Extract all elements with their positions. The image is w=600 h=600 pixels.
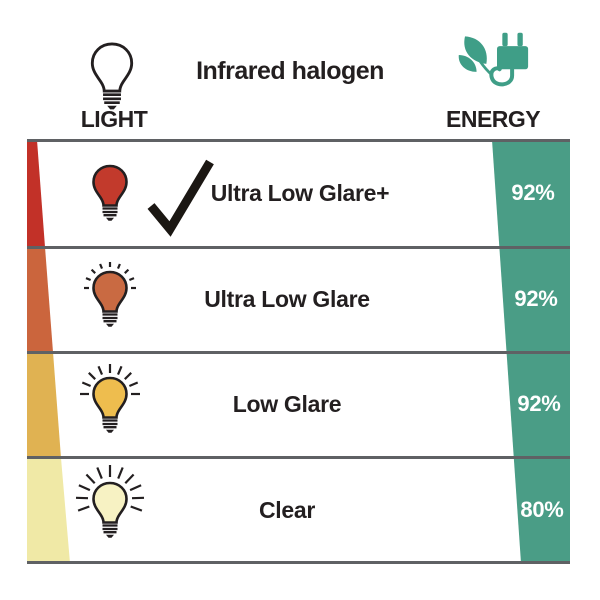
table-border-bottom [27, 561, 570, 564]
light-bulb-outline-icon [90, 42, 134, 110]
light-wedge-segment-gold [27, 352, 61, 458]
row-label-ultra-low-glare: Ultra Low Glare [204, 286, 370, 312]
light-column-header: LIGHT [80, 106, 148, 132]
row-label-ultra-low-glare-plus: Ultra Low Glare+ [210, 180, 390, 206]
energy-percent-ultra-low-glare-plus: 92% [511, 180, 555, 205]
energy-percent-ultra-low-glare: 92% [514, 286, 558, 311]
bulb-icon-ultra-low-glare-plus [92, 164, 128, 221]
row-label-low-glare: Low Glare [232, 391, 342, 417]
light-wedge-segment-pale [27, 458, 70, 563]
light-wedge-segment-orange [27, 247, 53, 352]
table-border-top [27, 139, 570, 142]
bulb-icon-clear [75, 465, 145, 538]
energy-leaf-plug-icon [458, 32, 529, 87]
row-divider-2 [27, 351, 570, 354]
row-divider-1 [27, 246, 570, 249]
row-label-clear: Clear [258, 497, 316, 523]
bulb-icon-low-glare [80, 364, 140, 433]
checkmark-icon [147, 159, 214, 237]
page-title: Infrared halogen [196, 57, 384, 85]
row-divider-3 [27, 456, 570, 459]
bulb-icon-ultra-low-glare [84, 262, 136, 327]
light-wedge-segment-red [27, 140, 45, 247]
energy-percent-clear: 80% [520, 497, 564, 522]
energy-column-header: ENERGY [446, 106, 541, 132]
energy-percent-low-glare: 92% [517, 391, 561, 416]
